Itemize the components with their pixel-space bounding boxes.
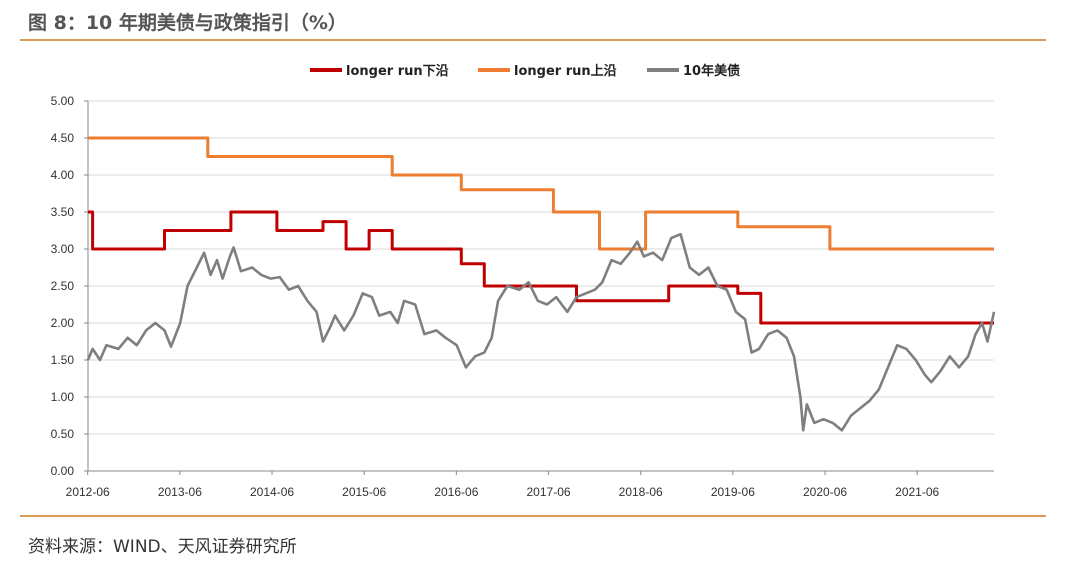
x-tick-label: 2012-06: [66, 485, 110, 499]
y-tick-label: 0.50: [51, 427, 75, 441]
x-axis-ticks: 2012-06 2013-06 2014-06 2015-06 2016-06 2017-…: [66, 485, 940, 499]
series-line-1: [88, 210, 994, 325]
title-divider: [20, 39, 1046, 41]
y-tick-label: 1.50: [51, 353, 75, 367]
chart-grid: [88, 100, 994, 435]
y-tick-label: 3.00: [51, 242, 75, 256]
y-tick-label: 0.00: [51, 464, 75, 478]
line-chart: 0.00 0.50 1.00 1.50 2.00 2.50 3.00 3.50 4.00 4.50…: [51, 63, 996, 499]
y-tick-label: 2.00: [51, 316, 75, 330]
legend-label: longer run下沿: [346, 64, 449, 79]
x-tick-label: 2014-06: [250, 485, 294, 499]
y-tick-label: 4.00: [51, 168, 75, 182]
legend-label: 10年美债: [683, 63, 740, 79]
series-line-2: [88, 136, 994, 251]
chart-series: [86, 136, 996, 432]
x-tick-label: 2013-06: [158, 485, 202, 499]
source-note: 资料来源：WIND、天风证券研究所: [28, 537, 297, 557]
y-axis-ticks: 0.00 0.50 1.00 1.50 2.00 2.50 3.00 3.50 4.00 4.50…: [51, 94, 75, 478]
series-line-3: [86, 232, 996, 432]
x-tick-label: 2018-06: [619, 485, 663, 499]
y-tick-label: 2.50: [51, 279, 75, 293]
chart-axes: [84, 100, 994, 475]
footer-divider: [20, 515, 1046, 517]
y-tick-label: 4.50: [51, 131, 75, 145]
chart-legend: longer run下沿 longer run上沿 10年美债: [310, 63, 740, 79]
x-tick-label: 2015-06: [342, 485, 386, 499]
x-tick-label: 2020-06: [803, 485, 847, 499]
x-tick-label: 2019-06: [711, 485, 755, 499]
x-tick-label: 2016-06: [434, 485, 478, 499]
x-tick-label: 2017-06: [527, 485, 571, 499]
y-tick-label: 1.00: [51, 390, 75, 404]
legend-label: longer run上沿: [514, 64, 617, 79]
chart-title: 图 8：10 年期美债与政策指引（%）: [28, 12, 347, 34]
x-tick-label: 2021-06: [895, 485, 939, 499]
y-tick-label: 3.50: [51, 205, 75, 219]
y-tick-label: 5.00: [51, 94, 75, 108]
